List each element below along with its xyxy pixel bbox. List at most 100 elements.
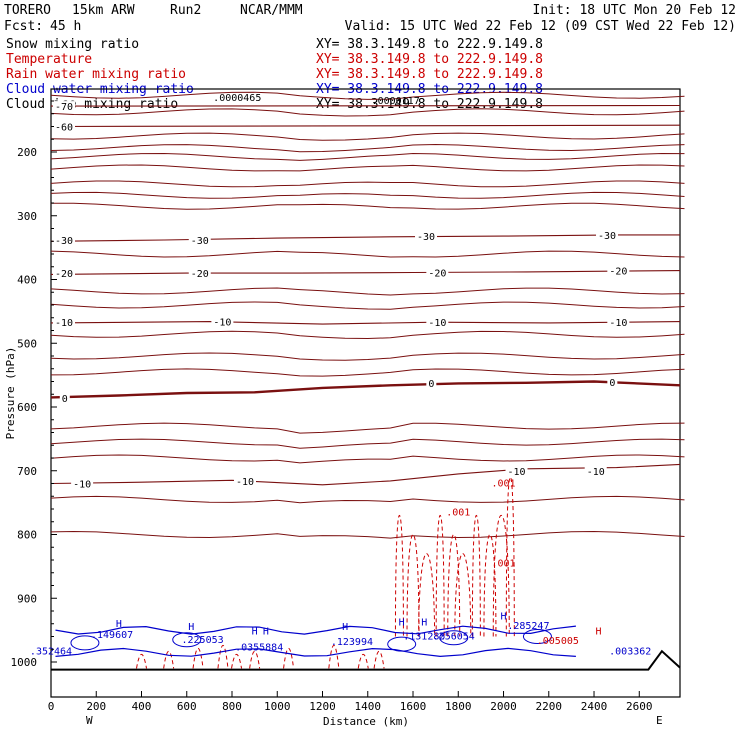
isotherm-label: -10 — [609, 318, 627, 329]
legend: Snow mixing ratio XY= 38.3.149.8 to 222.… — [6, 37, 543, 112]
isotherm-label: -20 — [428, 268, 446, 279]
high-marker: H — [342, 622, 348, 633]
high-marker: H — [116, 619, 122, 630]
legend-xy: XY= 38.3.149.8 to 222.9.149.8 — [316, 97, 543, 112]
x-tick-label: 2200 — [536, 700, 563, 713]
isotherm — [50, 321, 681, 325]
isotherm-label-bg — [53, 268, 75, 279]
rain-contour — [357, 653, 369, 669]
x-tick-label: 1600 — [400, 700, 427, 713]
y-tick-label: 200 — [17, 146, 37, 159]
forecast-hour: 45 h — [50, 19, 81, 34]
high-marker: H — [188, 622, 194, 633]
isotherm — [50, 108, 685, 117]
high-marker: H — [263, 627, 269, 638]
isotherm — [50, 530, 685, 539]
rain-contour — [283, 647, 295, 669]
cloud-water-label: .149607 — [91, 630, 133, 641]
cloud-water-label: .352464 — [30, 646, 72, 657]
isotherm — [50, 132, 685, 141]
y-axis: 200 300 400 500 600 700 800 900 1000 — [11, 100, 57, 669]
isotherm-label-bg — [596, 229, 619, 240]
rain-contour — [249, 650, 261, 669]
temperature-isotherms: -70 -60 -30 -30 -30 -30 -20 -20 -20 -20 -10 -10 -10 -… — [50, 101, 681, 491]
high-marker: H — [501, 611, 507, 622]
cloud-water-contour — [55, 625, 576, 635]
isotherm — [50, 152, 685, 161]
isotherm-label-bg — [53, 317, 75, 328]
isotherm — [50, 180, 685, 188]
isotherm — [50, 368, 685, 377]
isotherm-label: -30 — [417, 232, 435, 243]
cloud-water-label: .123994 — [331, 637, 373, 648]
x-tick-label: 1200 — [309, 700, 336, 713]
x-tick-label: 400 — [132, 700, 152, 713]
secondary-isotherms — [50, 91, 685, 539]
isotherm-label: -20 — [191, 269, 209, 280]
rain-contour — [505, 476, 515, 637]
isotherm — [50, 454, 685, 464]
init-time: Init: 18 UTC Mon 20 Feb 12 — [533, 3, 737, 18]
isotherm-label-bg — [607, 265, 630, 276]
rain-contour — [492, 514, 510, 637]
cloud-water-label: .131285 — [403, 632, 445, 643]
legend-name: Cloud ice mixing ratio — [6, 97, 178, 112]
cloud-water-contour — [439, 630, 469, 646]
x-tick-label: 800 — [222, 700, 242, 713]
isotherm — [51, 202, 685, 210]
isotherm-label: -10 — [236, 477, 254, 488]
model-name: TORERO — [4, 3, 51, 18]
high-marker: H — [596, 627, 602, 638]
legend-xy: XY= 38.3.149.8 to 222.9.149.8 — [316, 37, 543, 52]
y-tick-label: 700 — [17, 465, 37, 478]
isotherm — [50, 330, 685, 340]
cloud-water-contour — [522, 629, 552, 644]
y-tick-label: 800 — [17, 529, 37, 542]
legend-xy: XY= 38.3.149.8 to 222.9.149.8 — [316, 52, 543, 67]
isotherm — [50, 495, 685, 504]
rain-contour — [418, 553, 436, 637]
isotherm-label-bg — [211, 316, 234, 327]
isotherm — [50, 301, 685, 310]
rain-contour — [394, 514, 404, 637]
isotherm — [50, 250, 685, 258]
isotherm — [50, 164, 685, 172]
isotherm-label-bg — [59, 393, 70, 404]
rain-contour — [373, 650, 385, 669]
isotherm — [50, 438, 685, 449]
rain-contour — [471, 514, 481, 637]
org-label: NCAR/MMM — [240, 3, 303, 18]
terrain-surface — [51, 649, 681, 671]
isotherm-label-bg — [53, 101, 75, 112]
east-label: E — [656, 714, 663, 727]
cloud-water-contour — [70, 635, 100, 651]
y-tick-label: 400 — [17, 274, 37, 287]
rain-contour — [406, 533, 420, 637]
x-axis: 0 200 400 600 800 1000 1200 1400 1600 1800 2000 220… — [48, 691, 653, 713]
plot-frame — [50, 88, 681, 698]
isotherm — [50, 234, 680, 242]
x-tick-label: 2000 — [490, 700, 517, 713]
rain-contour — [192, 647, 204, 669]
isotherm-label: -10 — [73, 480, 91, 491]
x-tick-label: 600 — [177, 700, 197, 713]
rain-contour — [447, 533, 461, 637]
y-tick-label: 600 — [17, 401, 37, 414]
cloud-water-label: .225053 — [182, 635, 224, 646]
isotherm-label: -10 — [213, 318, 231, 329]
run-label: Run2 — [170, 3, 201, 18]
isotherm-label: -30 — [191, 236, 209, 247]
isotherm-label-bg — [415, 231, 438, 242]
isotherm-label: 0 — [609, 378, 615, 389]
isotherm-label-bg — [71, 478, 94, 489]
y-tick-label: 300 — [17, 210, 37, 223]
model-resolution: 15km ARW — [72, 3, 135, 18]
high-marker: H — [421, 618, 427, 629]
x-tick-label: 1400 — [355, 700, 382, 713]
cloud-water-contours: .149607 .225053 .0355884 .123994 .131285.256… — [30, 93, 651, 657]
cloud-water-label: .256054 — [433, 632, 475, 643]
isotherm-label-bg — [53, 121, 75, 132]
rain-label: .001 — [446, 507, 470, 518]
isotherm-label-bg — [426, 267, 449, 278]
